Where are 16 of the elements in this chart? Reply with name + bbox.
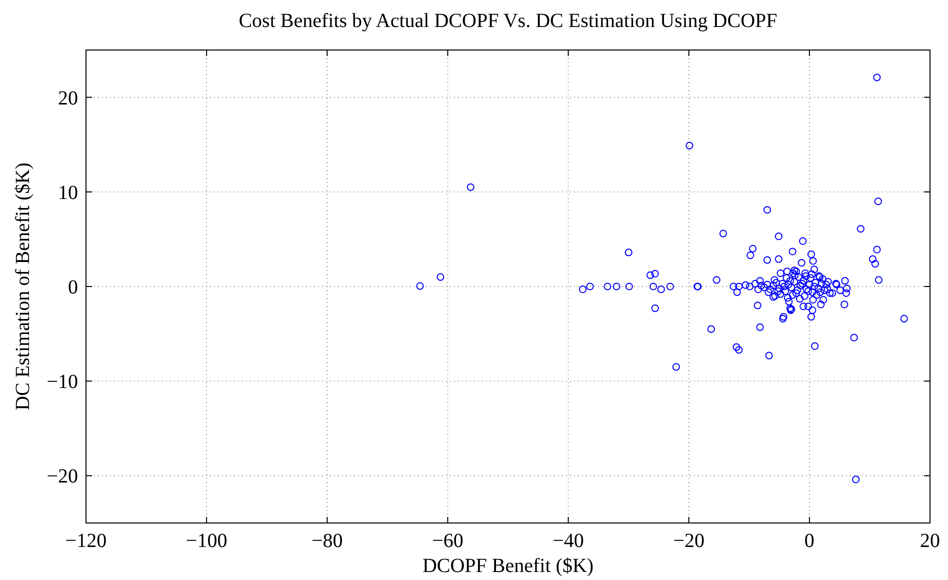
y-tick-label: −10 xyxy=(46,371,78,394)
y-tick-label: −20 xyxy=(46,466,78,488)
x-tick-label: −120 xyxy=(65,530,107,552)
x-tick-label: −100 xyxy=(186,530,228,552)
x-axis-title: DCOPF Benefit ($K) xyxy=(422,555,594,577)
y-tick-label: 20 xyxy=(58,87,78,110)
chart-title: Cost Benefits by Actual DCOPF Vs. DC Estimation Using DCOPF xyxy=(238,10,778,32)
x-tick-label: −40 xyxy=(552,530,584,552)
x-tick-label: 20 xyxy=(920,530,940,552)
x-tick-label: −20 xyxy=(673,530,704,552)
x-tick-label: 0 xyxy=(804,530,814,552)
x-tick-label: −80 xyxy=(312,530,343,552)
y-tick-label: 0 xyxy=(68,276,78,298)
x-tick-label: −60 xyxy=(432,530,464,552)
y-tick-label: 10 xyxy=(58,182,78,204)
y-axis-title: DC Estimation of Benefit ($K) xyxy=(12,162,34,410)
